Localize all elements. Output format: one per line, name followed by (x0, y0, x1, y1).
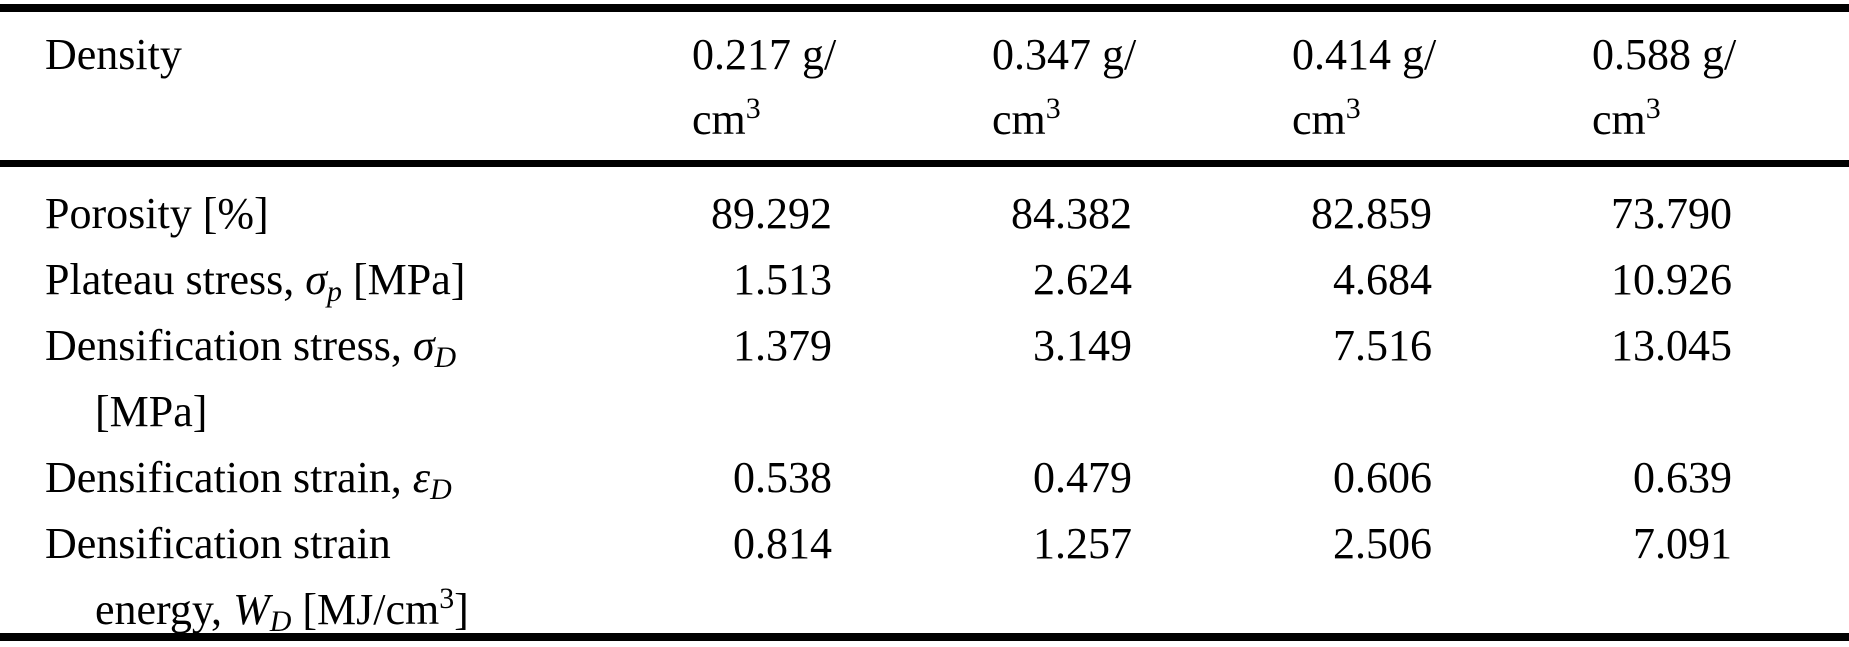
row-label-text: energy, (95, 585, 234, 634)
table-bottom-rule (0, 633, 1849, 641)
column-header-density-2: 0.347 g/ cm3 (992, 22, 1292, 152)
sigma-d-symbol: σD (412, 321, 456, 372)
table-cell: 1.379 (733, 321, 832, 370)
header-value-line1: 0.217 g/ (692, 30, 837, 79)
table-cell: 4.684 (1333, 255, 1432, 304)
table-cell: 89.292 (711, 189, 832, 238)
row-label-line2: energy, WD [MJ/cm3] (95, 577, 692, 643)
row-label-text: Densification strain (45, 519, 391, 568)
header-unit-exponent: 3 (745, 92, 761, 126)
header-value-line1: 0.347 g/ (992, 30, 1137, 79)
sigma-subscript: p (327, 274, 342, 308)
row-label-unit: [MPa] (341, 255, 466, 304)
sigma-glyph: σ (412, 321, 435, 370)
header-unit-base: cm (1292, 95, 1346, 144)
sigma-subscript: D (434, 340, 457, 374)
table-cell: 2.506 (1333, 519, 1432, 568)
header-density-text: Density (45, 30, 182, 79)
row-label-line2: [MPa] (95, 379, 692, 445)
header-value-line1: 0.588 g/ (1592, 30, 1737, 79)
table-row-porosity: Porosity [%] 89.292 84.382 82.859 73.790 (0, 181, 1849, 247)
table-top-rule (0, 4, 1849, 12)
row-label: Densification strain energy, WD [MJ/cm3] (0, 511, 692, 643)
row-label-text: Porosity [%] (45, 189, 269, 238)
epsilon-d-symbol: εD (412, 453, 452, 504)
table-cell: 2.624 (1033, 255, 1132, 304)
row-label-text: Densification strain, (45, 453, 413, 502)
table-header-rule (0, 160, 1849, 167)
table-cell: 1.513 (733, 255, 832, 304)
column-header-density-1: 0.217 g/ cm3 (692, 22, 992, 152)
w-glyph: W (233, 585, 270, 634)
table-row-densification-strain-energy: Densification strain energy, WD [MJ/cm3]… (0, 511, 1849, 643)
header-unit-exponent: 3 (1345, 92, 1361, 126)
table-cell: 1.257 (1033, 519, 1132, 568)
header-density-label: Density (0, 22, 692, 87)
row-label: Porosity [%] (0, 181, 692, 247)
table-cell: 7.516 (1333, 321, 1432, 370)
row-label-unit-close: ] (454, 585, 469, 634)
table-cell: 0.479 (1033, 453, 1132, 502)
sigma-p-symbol: σp (305, 255, 342, 306)
row-label-text: Densification stress, (45, 321, 413, 370)
table-cell: 0.814 (733, 519, 832, 568)
table-cell: 7.091 (1633, 519, 1732, 568)
table-row-densification-strain: Densification strain, εD 0.538 0.479 0.6… (0, 445, 1849, 511)
table-cell: 0.606 (1333, 453, 1432, 502)
header-unit-base: cm (992, 95, 1046, 144)
epsilon-glyph: ε (412, 453, 431, 502)
epsilon-subscript: D (430, 472, 452, 506)
sigma-glyph: σ (305, 255, 327, 304)
row-label-line1: Densification stress, σD (45, 313, 692, 379)
column-header-density-4: 0.588 g/ cm3 (1592, 22, 1849, 152)
row-label-unit: [MJ/cm (291, 585, 440, 634)
header-unit-base: cm (692, 95, 746, 144)
row-label-line1: Densification strain (45, 511, 692, 577)
header-unit-exponent: 3 (1645, 92, 1661, 126)
unit-exponent: 3 (439, 582, 455, 616)
row-label: Densification stress, σD [MPa] (0, 313, 692, 445)
table-cell: 84.382 (1011, 189, 1132, 238)
table-cell: 82.859 (1311, 189, 1432, 238)
row-label: Densification strain, εD (0, 445, 692, 511)
table-cell: 3.149 (1033, 321, 1132, 370)
w-subscript: D (269, 604, 292, 638)
table-cell: 0.639 (1633, 453, 1732, 502)
table-cell: 13.045 (1611, 321, 1732, 370)
table-body: Porosity [%] 89.292 84.382 82.859 73.790… (0, 167, 1849, 636)
header-unit-exponent: 3 (1045, 92, 1061, 126)
table-cell: 10.926 (1611, 255, 1732, 304)
header-unit-base: cm (1592, 95, 1646, 144)
column-header-density-3: 0.414 g/ cm3 (1292, 22, 1592, 152)
table-cell: 73.790 (1611, 189, 1732, 238)
table-row-plateau-stress: Plateau stress, σp [MPa] 1.513 2.624 4.6… (0, 247, 1849, 313)
table-cell: 0.538 (733, 453, 832, 502)
row-label: Plateau stress, σp [MPa] (0, 247, 692, 313)
table-header-row: Density 0.217 g/ cm3 0.347 g/ cm3 0.414 … (0, 12, 1849, 160)
table-row-densification-stress: Densification stress, σD [MPa] 1.379 3.1… (0, 313, 1849, 445)
w-d-symbol: WD (233, 585, 291, 636)
row-label-unit: [MPa] (95, 387, 208, 436)
row-label-text: Plateau stress, (45, 255, 306, 304)
header-value-line1: 0.414 g/ (1292, 30, 1437, 79)
